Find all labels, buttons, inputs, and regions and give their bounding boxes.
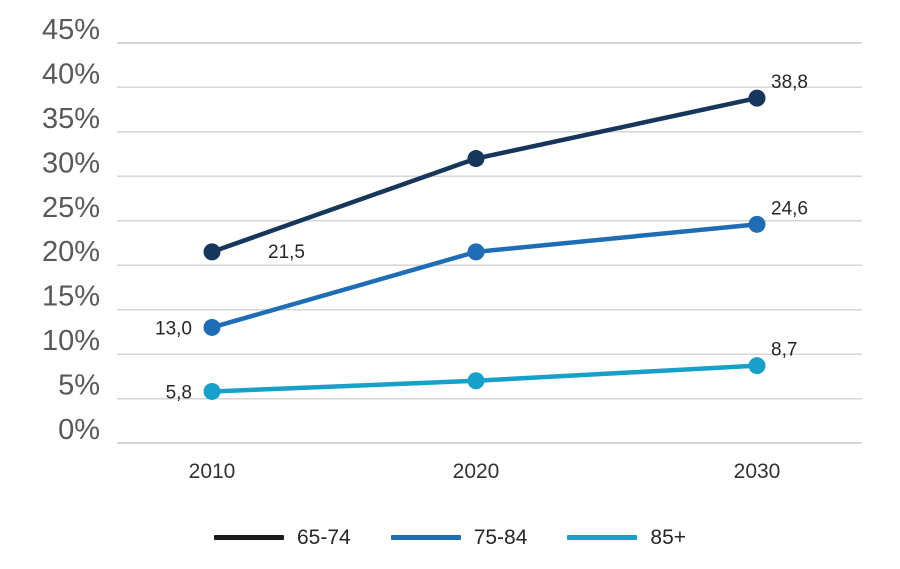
- legend-label: 75-84: [473, 526, 528, 549]
- data-label: 38,8: [771, 72, 808, 93]
- data-point-75-84-2030: [748, 215, 766, 233]
- y-tick-label: 0%: [58, 414, 100, 446]
- data-point-85+-2010: [203, 382, 221, 400]
- y-tick-label: 5%: [58, 370, 100, 402]
- data-point-65-74-2030: [748, 89, 766, 107]
- data-label: 24,6: [771, 198, 808, 219]
- y-tick-label: 45%: [42, 14, 100, 46]
- series-line-65-74: [209, 95, 760, 255]
- data-point-85+-2020: [467, 372, 485, 390]
- x-tick-label: 2020: [453, 460, 500, 483]
- legend-line-swatch: [390, 535, 461, 540]
- chart-legend: 65-74 75-84 85+: [0, 527, 900, 548]
- legend-label: 85+: [650, 526, 687, 549]
- y-tick-label: 10%: [42, 325, 100, 357]
- x-tick-label: 2030: [734, 460, 781, 483]
- y-tick-label: 35%: [42, 103, 100, 135]
- data-point-75-84-2010: [203, 318, 221, 336]
- series-line-75-84: [209, 222, 760, 330]
- y-tick-label: 20%: [42, 236, 100, 268]
- legend-line-swatch: [213, 535, 284, 540]
- data-point-65-74-2020: [467, 150, 485, 168]
- data-point-75-84-2020: [467, 243, 485, 261]
- data-label: 5,8: [166, 382, 192, 403]
- legend-item-65-74: 65-74: [213, 526, 351, 549]
- data-point-85+-2030: [748, 357, 766, 375]
- y-tick-label: 25%: [42, 192, 100, 224]
- legend-item-85+: 85+: [567, 527, 686, 548]
- data-label: 21,5: [268, 242, 305, 263]
- data-point-65-74-2010: [203, 243, 221, 261]
- x-tick-label: 2010: [189, 460, 236, 483]
- series-line-85+: [209, 363, 760, 394]
- legend-label: 65-74: [296, 526, 351, 549]
- y-tick-label: 15%: [42, 281, 100, 313]
- data-label: 8,7: [771, 340, 797, 361]
- y-tick-label: 40%: [42, 58, 100, 90]
- data-label: 13,0: [155, 318, 192, 339]
- legend-line-swatch: [567, 535, 638, 540]
- legend-item-75-84: 75-84: [390, 526, 528, 549]
- y-tick-label: 30%: [42, 147, 100, 179]
